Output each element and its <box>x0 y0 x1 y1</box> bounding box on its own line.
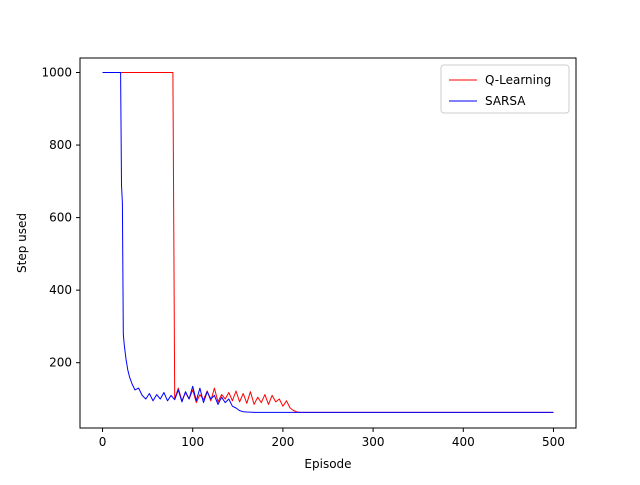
y-tick-label: 400 <box>49 283 72 297</box>
x-tick-label: 100 <box>181 435 204 449</box>
series-line-sarsa <box>102 72 554 413</box>
y-tick-label: 1000 <box>41 66 72 80</box>
x-tick-label: 200 <box>271 435 294 449</box>
x-axis-label: Episode <box>304 457 351 471</box>
y-tick-label: 800 <box>49 138 72 152</box>
y-tick-label: 600 <box>49 211 72 225</box>
legend-label: SARSA <box>485 94 526 108</box>
series-layer <box>102 72 554 413</box>
legend-label: Q-Learning <box>485 73 551 87</box>
x-tick-label: 400 <box>452 435 475 449</box>
plot-frame <box>79 57 577 429</box>
ticks-layer: 0 100 200 300 400 500 200 400 600 800 1000 <box>41 66 564 449</box>
legend: Q-Learning SARSA <box>440 64 570 114</box>
x-tick-label: 300 <box>362 435 385 449</box>
x-tick-label: 500 <box>542 435 565 449</box>
y-tick-label: 200 <box>49 356 72 370</box>
x-tick-label: 0 <box>99 435 107 449</box>
y-axis-label: Step used <box>15 213 29 273</box>
